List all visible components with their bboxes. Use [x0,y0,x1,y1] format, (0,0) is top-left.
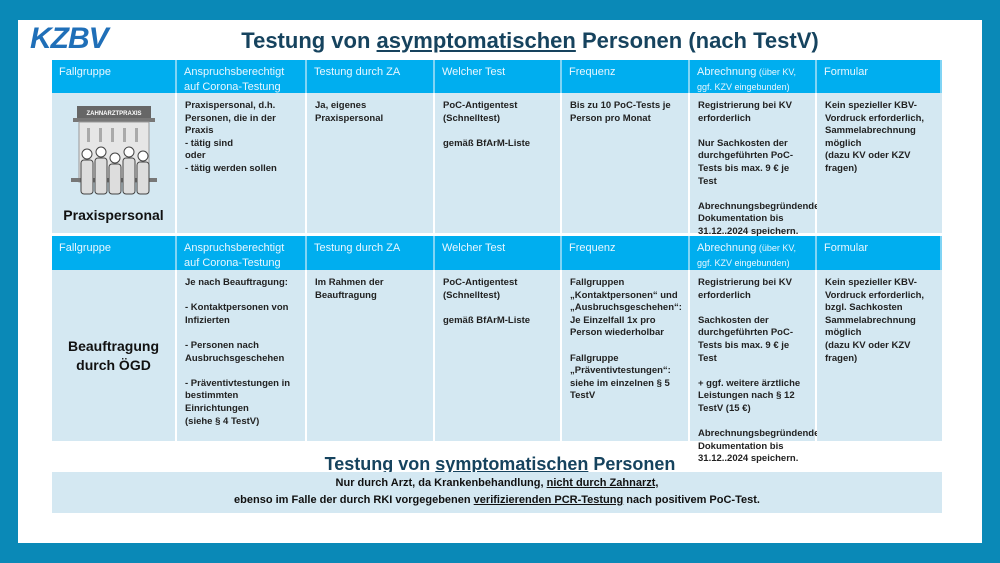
header-label: Abrechnung [697,242,757,254]
table-asymptomatic-ogd: Fallgruppe Anspruchsberechtigt auf Corona… [52,236,942,464]
cell-frequenz: Bis zu 10 PoC-Tests je Person pro Monat [562,93,690,233]
header-sublabel: (über KV, ggf. KZV eingebunden) [697,243,797,268]
header-testung-durch-za: Testung durch ZA [307,60,435,93]
header-label: Welcher Test [442,242,506,254]
header-formular: Formular [817,236,942,270]
header-anspruchsberechtigt: Anspruchsberechtigt auf Corona-Testung [177,236,307,270]
header-label: Formular [824,66,869,78]
cell-frequenz: Fallgruppen „Kontaktpersonen“ und „Ausbr… [562,270,690,441]
header-label: Welcher Test [442,66,506,78]
building-sign: ZAHNARZTPRAXIS [86,111,141,117]
cell-testung-durch-za: Ja, eigenes Praxispersonal [307,93,435,233]
header-frequenz: Frequenz [562,60,690,93]
header-anspruchsberechtigt: Anspruchsberechtigt auf Corona-Testung [177,60,307,93]
cell-anspruchsberechtigt: Praxispersonal, d.h. Personen, die in de… [177,93,307,233]
header-fallgruppe: Fallgruppe [52,236,177,270]
header-welcher-test: Welcher Test [435,60,562,93]
kzbv-logo: KZBV [30,22,109,55]
header-fallgruppe: Fallgruppe [52,60,177,93]
header-frequenz: Frequenz [562,236,690,270]
header-label: Formular [824,242,869,254]
group-cell: ZAHNARZTPRAXIS Praxispersonal [52,93,177,233]
header-label: Frequenz [569,66,616,78]
header-abrechnung: Abrechnung (über KV, ggf. KZV eingebunde… [690,60,817,93]
cell-abrechnung: Registrierung bei KV erforderlich Sachko… [690,270,819,464]
table-asymptomatic-staff: Fallgruppe Anspruchsberechtigt auf Corona… [52,60,942,237]
header-formular: Formular [817,60,942,93]
header-label: Fallgruppe [59,66,111,78]
cell-formular: Kein spezieller KBV-Vordruck erforderlic… [817,93,942,233]
header-label: Fallgruppe [59,242,111,254]
group-label: Beauftragung durch ÖGD [68,337,159,373]
cell-welcher-test: PoC-Antigentest (Schnelltest) gemäß BfAr… [435,93,562,233]
header-label: Anspruchsberechtigt auf Corona-Testung [184,66,285,93]
group-label: Praxispersonal [63,206,164,223]
header-label: Abrechnung [697,66,757,78]
group-cell: Beauftragung durch ÖGD [52,270,177,441]
header-label: Testung durch ZA [314,242,401,254]
header-welcher-test: Welcher Test [435,236,562,270]
dental-practice-building-icon: ZAHNARZTPRAXIS [70,105,157,194]
header-label: Testung durch ZA [314,66,401,78]
cell-abrechnung: Registrierung bei KV erforderlich Nur Sa… [690,93,819,237]
cell-formular: Kein spezieller KBV-Vordruck erforderlic… [817,270,942,441]
page-title: Testung von asymptomatischen Personen (n… [241,28,819,53]
section-title-symptomatic: Testung von symptomatischen Personen [324,454,676,474]
cell-welcher-test: PoC-Antigentest (Schnelltest) gemäß BfAr… [435,270,562,441]
header-abrechnung: Abrechnung (über KV, ggf. KZV eingebunde… [690,236,817,270]
symptomatic-note: Nur durch Arzt, da Krankenbehandlung, ni… [52,472,942,513]
cell-anspruchsberechtigt: Je nach Beauftragung: - Kontaktpersonen … [177,270,307,441]
cell-testung-durch-za: Im Rahmen der Beauftragung [307,270,435,441]
header-testung-durch-za: Testung durch ZA [307,236,435,270]
header-label: Anspruchsberechtigt auf Corona-Testung [184,242,285,269]
header-sublabel: (über KV, ggf. KZV eingebunden) [697,67,797,92]
header-label: Frequenz [569,242,616,254]
